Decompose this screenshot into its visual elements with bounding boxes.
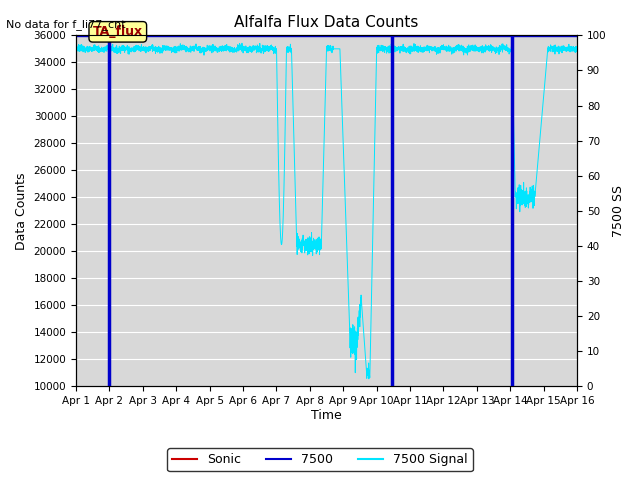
Legend: Sonic, 7500, 7500 Signal: Sonic, 7500, 7500 Signal — [167, 448, 473, 471]
Text: TA_flux: TA_flux — [93, 25, 143, 38]
Title: Alfalfa Flux Data Counts: Alfalfa Flux Data Counts — [234, 15, 419, 30]
Y-axis label: 7500 SS: 7500 SS — [612, 185, 625, 237]
X-axis label: Time: Time — [311, 409, 342, 422]
Y-axis label: Data Counts: Data Counts — [15, 172, 28, 250]
Text: No data for f_li77_cnt: No data for f_li77_cnt — [6, 19, 126, 30]
